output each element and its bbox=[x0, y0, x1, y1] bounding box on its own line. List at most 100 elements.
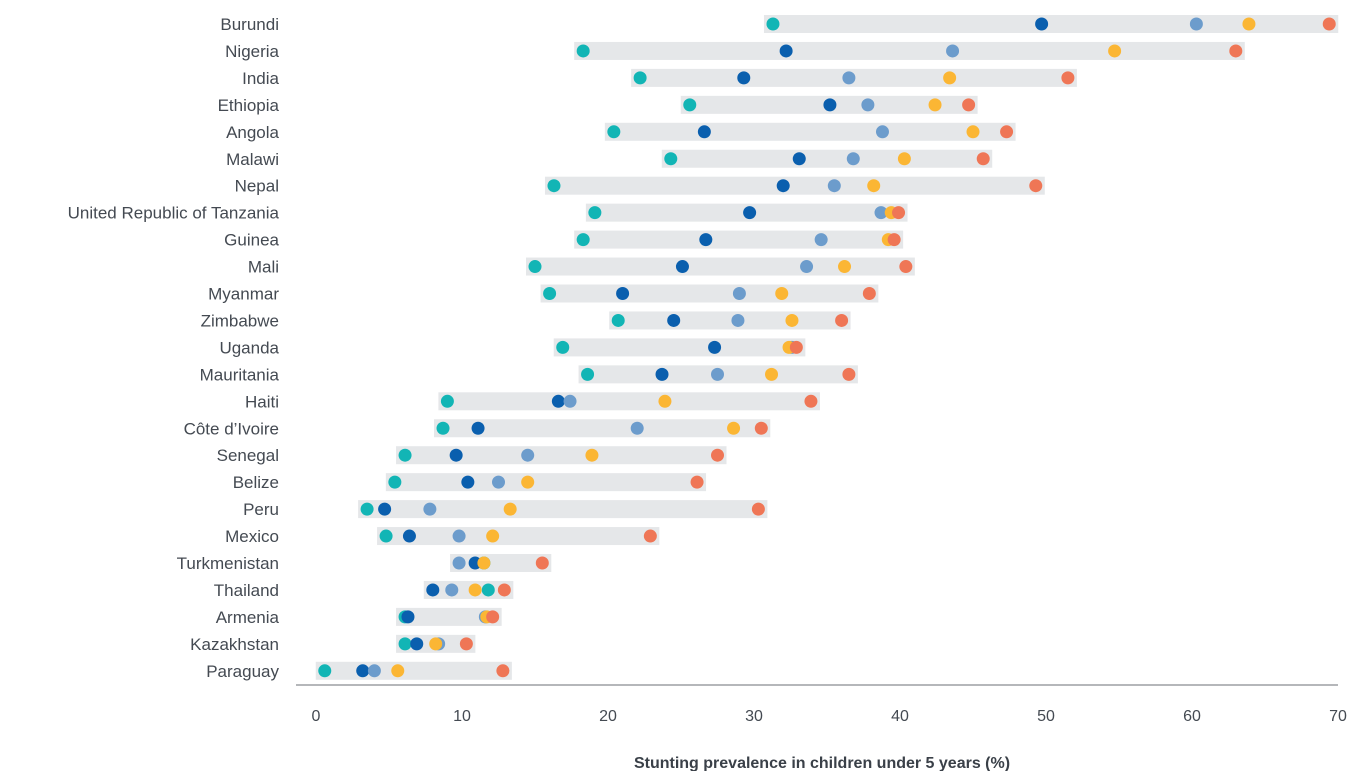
data-point bbox=[423, 502, 437, 516]
data-point bbox=[551, 394, 565, 408]
data-point bbox=[398, 637, 412, 651]
data-point bbox=[751, 502, 765, 516]
data-point bbox=[401, 610, 415, 624]
data-point bbox=[1108, 44, 1122, 58]
range-bar bbox=[574, 41, 1245, 60]
data-point bbox=[398, 448, 412, 462]
data-point bbox=[481, 583, 495, 597]
data-point bbox=[789, 340, 803, 354]
data-point bbox=[497, 583, 511, 597]
x-tick-label: 10 bbox=[453, 708, 471, 725]
data-point bbox=[391, 664, 405, 678]
data-point bbox=[737, 71, 751, 85]
data-point bbox=[521, 475, 535, 489]
data-point bbox=[356, 664, 370, 678]
data-point bbox=[846, 152, 860, 166]
range-bar bbox=[385, 473, 707, 492]
range-bar bbox=[553, 338, 806, 357]
data-point bbox=[440, 394, 454, 408]
data-point bbox=[861, 98, 875, 112]
data-point bbox=[611, 313, 625, 327]
data-point bbox=[804, 394, 818, 408]
country-label: Peru bbox=[243, 500, 279, 519]
data-point bbox=[410, 637, 424, 651]
data-point bbox=[449, 448, 463, 462]
data-point bbox=[1189, 17, 1203, 31]
data-point bbox=[697, 125, 711, 139]
data-point bbox=[402, 529, 416, 543]
data-point bbox=[1029, 179, 1043, 193]
data-point bbox=[690, 475, 704, 489]
data-point bbox=[667, 313, 681, 327]
range-bar bbox=[358, 500, 768, 519]
data-point bbox=[547, 179, 561, 193]
data-point bbox=[1229, 44, 1243, 58]
x-tick-label: 20 bbox=[599, 708, 617, 725]
data-point bbox=[867, 179, 881, 193]
data-point bbox=[887, 233, 901, 247]
data-point bbox=[452, 556, 466, 570]
country-label: Paraguay bbox=[206, 662, 279, 681]
data-point bbox=[675, 260, 689, 274]
x-tick-label: 60 bbox=[1183, 708, 1201, 725]
data-point bbox=[445, 583, 459, 597]
data-point bbox=[496, 664, 510, 678]
data-point bbox=[576, 233, 590, 247]
data-point bbox=[426, 583, 440, 597]
data-point bbox=[436, 421, 450, 435]
data-point bbox=[521, 448, 535, 462]
data-point bbox=[766, 17, 780, 31]
data-point bbox=[814, 233, 828, 247]
data-point bbox=[711, 367, 724, 381]
data-point bbox=[1035, 17, 1049, 31]
data-point bbox=[643, 529, 657, 543]
data-point bbox=[556, 340, 570, 354]
data-point bbox=[827, 179, 841, 193]
data-point bbox=[588, 206, 602, 220]
x-axis: 0 10 20 30 40 50 60 70 bbox=[296, 684, 1347, 725]
country-label: Mali bbox=[248, 258, 279, 277]
data-point bbox=[792, 152, 806, 166]
country-label: Mauritania bbox=[200, 365, 280, 384]
data-point bbox=[655, 367, 669, 381]
data-point bbox=[318, 664, 332, 678]
x-tick-label: 30 bbox=[745, 708, 763, 725]
data-point bbox=[535, 556, 549, 570]
data-point bbox=[835, 313, 849, 327]
x-tick-label: 40 bbox=[891, 708, 909, 725]
country-label: Senegal bbox=[217, 446, 279, 465]
data-point bbox=[1322, 17, 1336, 31]
data-point bbox=[477, 556, 491, 570]
data-point bbox=[1061, 71, 1075, 85]
data-point bbox=[962, 98, 976, 112]
range-bar bbox=[377, 527, 660, 546]
data-point bbox=[946, 44, 960, 58]
data-point bbox=[367, 664, 381, 678]
country-label: Thailand bbox=[214, 581, 279, 600]
data-point bbox=[897, 152, 911, 166]
data-point bbox=[731, 313, 745, 327]
data-point bbox=[664, 152, 678, 166]
data-point bbox=[743, 206, 757, 220]
country-label: Kazakhstan bbox=[190, 635, 279, 654]
range-bar bbox=[396, 607, 502, 626]
data-point bbox=[928, 98, 942, 112]
country-label: Belize bbox=[233, 473, 279, 492]
data-point bbox=[899, 260, 913, 274]
data-point bbox=[486, 529, 500, 543]
data-point bbox=[468, 583, 482, 597]
data-point bbox=[842, 367, 856, 381]
data-point bbox=[581, 367, 595, 381]
country-label: Turkmenistan bbox=[177, 554, 279, 573]
country-label: Zimbabwe bbox=[201, 311, 279, 330]
data-point bbox=[616, 287, 630, 300]
data-point bbox=[503, 502, 517, 516]
data-point bbox=[379, 529, 393, 543]
data-point bbox=[607, 125, 621, 139]
range-bar bbox=[604, 122, 1016, 141]
data-point bbox=[378, 502, 392, 516]
country-label: Angola bbox=[226, 123, 279, 142]
data-point bbox=[630, 421, 644, 435]
